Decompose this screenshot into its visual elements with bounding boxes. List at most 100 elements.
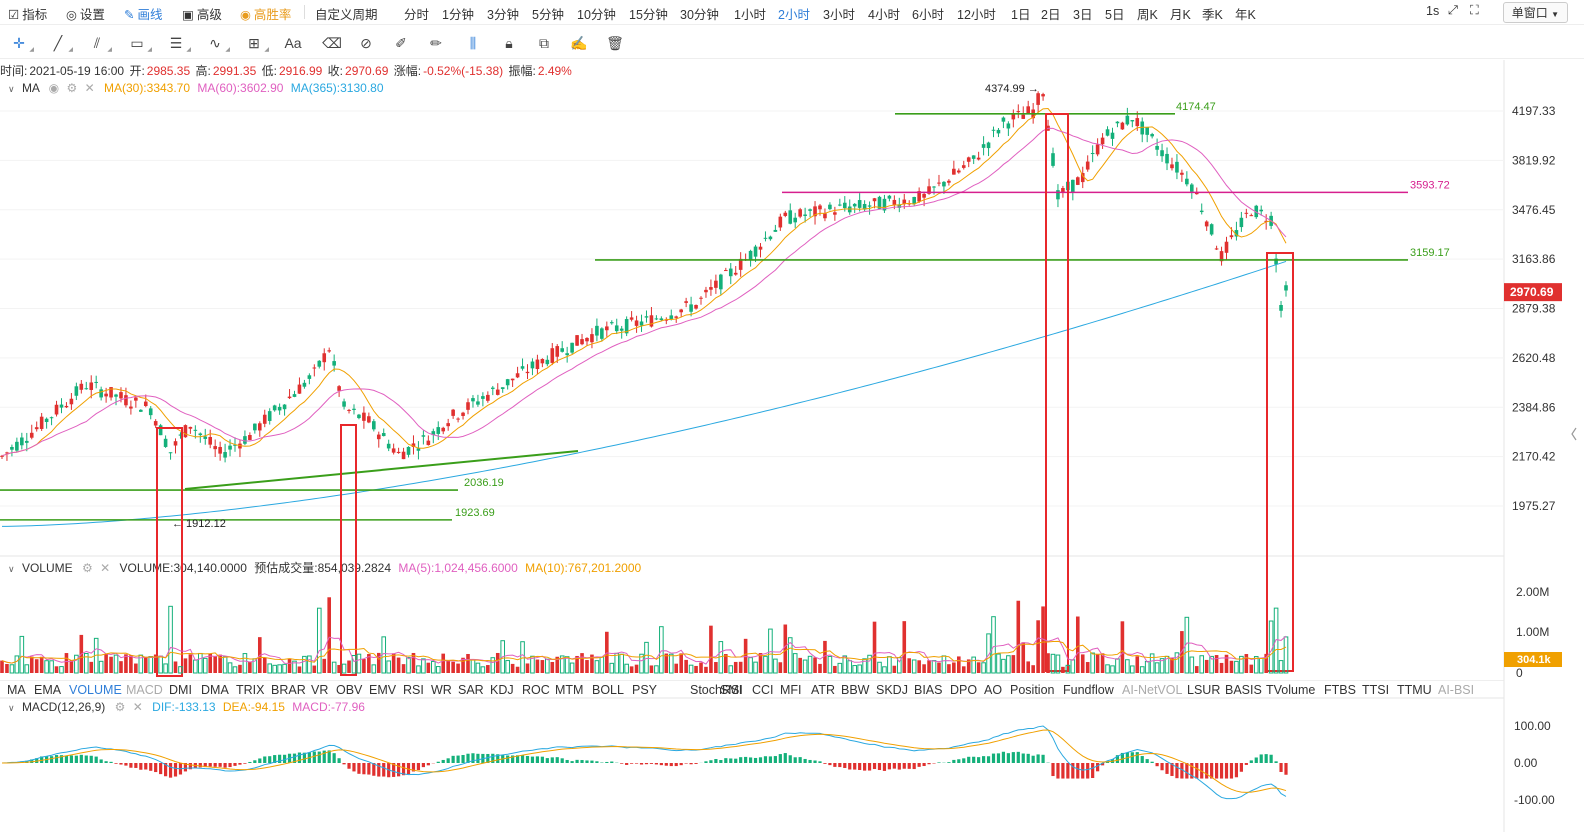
- indicator-tab-lsur[interactable]: LSUR: [1187, 683, 1221, 697]
- indicator-tab-ttmu[interactable]: TTMU: [1397, 683, 1432, 697]
- indicator-tab-emv[interactable]: EMV: [369, 683, 397, 697]
- indicator-tab-ao[interactable]: AO: [984, 683, 1003, 697]
- indicator-tab-psy[interactable]: PSY: [632, 683, 658, 697]
- period-19[interactable]: 季K: [1202, 8, 1223, 22]
- indicator-tab-rsi[interactable]: RSI: [403, 683, 424, 697]
- fullscreen-icon[interactable]: ⛶: [1470, 3, 1479, 17]
- close-icon[interactable]: ✕: [84, 81, 95, 95]
- close-icon[interactable]: ✕: [132, 700, 143, 714]
- period-16[interactable]: 5日: [1105, 8, 1125, 22]
- indicator-tab-dmi[interactable]: DMI: [169, 683, 192, 697]
- trash-icon[interactable]: 🗑︎: [606, 34, 624, 51]
- period-18[interactable]: 月K: [1170, 8, 1191, 22]
- wave-icon[interactable]: ∿ ◢: [209, 34, 230, 54]
- indicator-tab-dma[interactable]: DMA: [201, 683, 229, 697]
- period-15[interactable]: 3日: [1073, 8, 1093, 22]
- indicator-tab-roc[interactable]: ROC: [522, 683, 550, 697]
- indicator-tab-wr[interactable]: WR: [431, 683, 452, 697]
- period-7[interactable]: 1小时: [734, 8, 766, 22]
- toolbar-advanced-button[interactable]: ▣ 高级: [182, 4, 222, 23]
- rectangle-icon[interactable]: ▭ ◢: [130, 34, 152, 54]
- copy-icon[interactable]: ⧉: [539, 34, 549, 51]
- measure-icon[interactable]: ⊞ ◢: [248, 34, 269, 54]
- ma-legend-name[interactable]: MA: [21, 81, 40, 95]
- indicator-tab-atr[interactable]: ATR: [811, 683, 836, 697]
- period-12[interactable]: 12小时: [957, 8, 996, 22]
- period-6[interactable]: 30分钟: [680, 8, 719, 22]
- indicator-tab-ai-bsi[interactable]: AI-BSI: [1438, 683, 1475, 697]
- indicator-tab-basis[interactable]: BASIS: [1225, 683, 1262, 697]
- gear-icon[interactable]: ⚙: [114, 700, 126, 714]
- indicator-tab-cci[interactable]: CCI: [752, 683, 774, 697]
- indicator-tab-fundflow[interactable]: Fundflow: [1063, 683, 1114, 697]
- period-4[interactable]: 10分钟: [577, 8, 616, 22]
- close-icon[interactable]: ✕: [100, 561, 111, 575]
- custom-period-button[interactable]: 自定义周期: [315, 8, 378, 22]
- indicator-tab-smi[interactable]: SMI: [720, 683, 743, 697]
- period-20[interactable]: 年K: [1235, 8, 1256, 22]
- text-icon[interactable]: Aa: [284, 35, 302, 51]
- collapse-icon[interactable]: ∨: [8, 564, 15, 574]
- indicator-tab-obv[interactable]: OBV: [336, 683, 363, 697]
- indicator-tab-dpo[interactable]: DPO: [950, 683, 978, 697]
- collapse-icon[interactable]: ∨: [8, 84, 15, 94]
- expand-icon[interactable]: ⤢: [1448, 3, 1459, 17]
- indicator-tab-bbw[interactable]: BBW: [841, 683, 870, 697]
- period-11[interactable]: 6小时: [912, 8, 944, 22]
- period-1[interactable]: 1分钟: [442, 8, 474, 22]
- period-17[interactable]: 周K: [1137, 8, 1158, 22]
- indicator-tab-ftbs[interactable]: FTBS: [1324, 683, 1356, 697]
- macd-legend-name[interactable]: MACD(12,26,9): [21, 700, 106, 714]
- indicator-tab-position[interactable]: Position: [1010, 683, 1055, 697]
- indicator-tab-skdj[interactable]: SKDJ: [876, 683, 908, 697]
- indicator-tab-volume[interactable]: VOLUME: [69, 683, 122, 697]
- indicator-tab-mtm[interactable]: MTM: [555, 683, 584, 697]
- crosshair-icon[interactable]: ✛ ◢: [13, 34, 34, 54]
- indicator-tab-brar[interactable]: BRAR: [271, 683, 306, 697]
- period-9[interactable]: 3小时: [823, 8, 855, 22]
- period-0[interactable]: 分时: [404, 8, 430, 22]
- window-mode-select[interactable]: 单窗口 ▼: [1502, 2, 1568, 23]
- gear-icon[interactable]: ⚙: [81, 561, 93, 575]
- period-8[interactable]: 2小时: [778, 8, 810, 22]
- toolbar-pen-button[interactable]: ✎ 画线: [124, 4, 163, 23]
- toolbar-settings-button[interactable]: ◎ 设置: [66, 4, 105, 23]
- volume-legend-name[interactable]: VOLUME: [21, 561, 73, 575]
- indicator-tab-ttsi[interactable]: TTSI: [1362, 683, 1390, 697]
- candle-pattern-icon[interactable]: ⫼: [469, 34, 477, 51]
- collapse-icon[interactable]: ∨: [8, 703, 15, 713]
- indicator-tab-ai-netvol[interactable]: AI-NetVOL: [1122, 683, 1183, 697]
- parallel-line-icon[interactable]: ⫽ ◢: [93, 34, 112, 54]
- period-13[interactable]: 1日: [1011, 8, 1031, 22]
- period-5[interactable]: 15分钟: [629, 8, 668, 22]
- eye-icon[interactable]: ◉: [48, 81, 60, 95]
- eraser-icon[interactable]: ⌫: [322, 34, 342, 51]
- indicator-tab-tvolume[interactable]: TVolume: [1266, 683, 1316, 697]
- indicator-tab-mfi[interactable]: MFI: [780, 683, 802, 697]
- magnet-icon[interactable]: ⊘: [360, 34, 372, 51]
- indicator-tab-bias[interactable]: BIAS: [914, 683, 943, 697]
- indicator-tab-ma[interactable]: MA: [7, 683, 26, 697]
- indicator-tab-boll[interactable]: BOLL: [592, 683, 624, 697]
- toolbar-indicator-button[interactable]: ☑ 指标: [8, 4, 47, 23]
- gear-icon[interactable]: ⚙: [66, 81, 78, 95]
- toolbar-target-button[interactable]: ◉ 高胜率: [240, 4, 291, 23]
- period-10[interactable]: 4小时: [868, 8, 900, 22]
- brush-icon[interactable]: ✏: [430, 34, 442, 51]
- horizontal-lines-icon[interactable]: ☰ ◢: [169, 34, 191, 54]
- indicator-tab-stochrsi[interactable]: StochRSI: [690, 683, 743, 697]
- indicator-tab-macd[interactable]: MACD: [126, 683, 163, 697]
- period-14[interactable]: 2日: [1041, 8, 1061, 22]
- lock-icon[interactable]: 🔒︎: [505, 34, 513, 51]
- indicator-tab-sar[interactable]: SAR: [458, 683, 484, 697]
- line-icon[interactable]: ╱ ◢: [53, 34, 73, 54]
- period-3[interactable]: 5分钟: [532, 8, 564, 22]
- indicator-tab-vr[interactable]: VR: [311, 683, 329, 697]
- indicator-tab-ema[interactable]: EMA: [34, 683, 62, 697]
- period-2[interactable]: 3分钟: [487, 8, 519, 22]
- indicator-tab-kdj[interactable]: KDJ: [490, 683, 514, 697]
- interval-label[interactable]: 1s: [1426, 4, 1440, 18]
- ruler-icon[interactable]: ✐: [395, 34, 407, 51]
- edit-icon[interactable]: ✍: [570, 34, 588, 51]
- indicator-tab-trix[interactable]: TRIX: [236, 683, 265, 697]
